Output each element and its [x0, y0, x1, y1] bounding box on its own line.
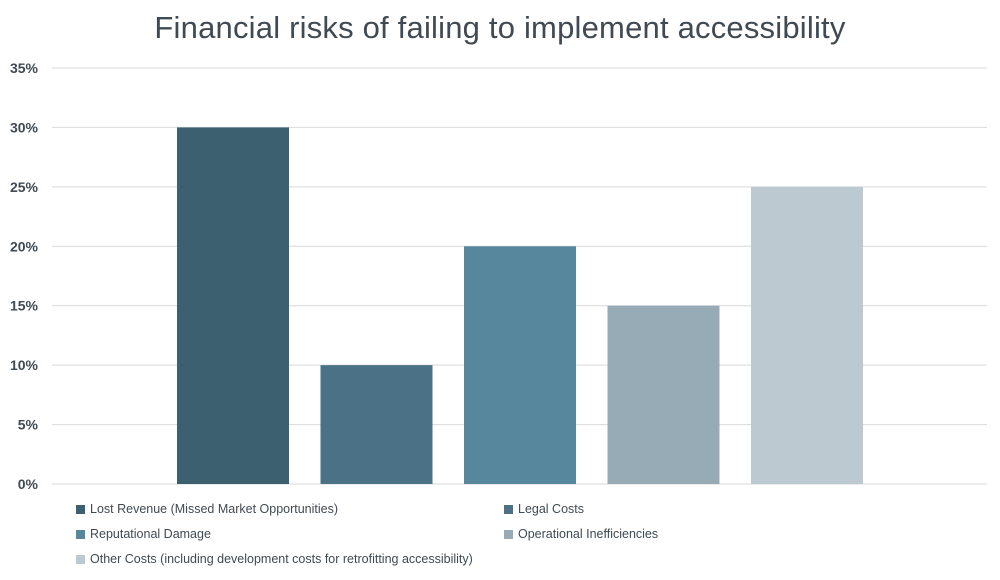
legend-item: Other Costs (including development costs…	[76, 552, 473, 566]
y-tick-label: 20%	[10, 238, 39, 254]
y-tick-label: 5%	[18, 417, 39, 433]
legend-item: Operational Inefficiencies	[504, 527, 658, 541]
bar	[464, 246, 576, 484]
legend-label: Lost Revenue (Missed Market Opportunitie…	[90, 502, 339, 516]
y-tick-label: 0%	[18, 476, 39, 492]
legend-label: Operational Inefficiencies	[518, 527, 659, 541]
y-tick-label: 10%	[10, 357, 39, 373]
bar	[320, 365, 433, 484]
y-tick-label: 35%	[10, 60, 39, 76]
y-tick-label: 30%	[10, 119, 39, 135]
legend-swatch	[504, 504, 513, 514]
chart-title: Financial risks of failing to implement …	[154, 10, 846, 45]
legend-swatch	[76, 504, 85, 514]
legend-item: Lost Revenue (Missed Market Opportunitie…	[76, 502, 338, 516]
y-tick-label: 15%	[10, 298, 39, 314]
legend-swatch	[76, 529, 85, 539]
legend-label: Legal Costs	[518, 502, 585, 516]
legend-item: Legal Costs	[504, 502, 584, 516]
bar	[607, 305, 720, 484]
y-tick-label: 25%	[10, 179, 39, 195]
y-axis-ticks: 0% 5% 10% 15% 20% 25% 30% 35%	[10, 60, 39, 492]
bar	[177, 127, 289, 484]
legend-label: Reputational Damage	[90, 527, 211, 541]
legend-swatch	[504, 529, 513, 539]
legend-label: Other Costs (including development costs…	[90, 552, 473, 566]
legend-item: Reputational Damage	[76, 527, 211, 541]
bar-chart: 0% 5% 10% 15% 20% 25% 30% 35%	[10, 60, 987, 492]
bar	[751, 186, 863, 484]
legend-swatch	[76, 554, 85, 564]
bars	[177, 127, 863, 484]
